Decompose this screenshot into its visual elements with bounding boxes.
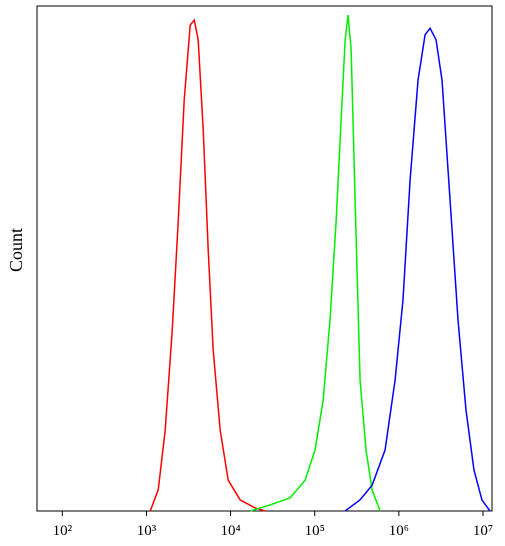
histogram-line — [249, 15, 381, 512]
x-tick-label: 10³ — [137, 523, 157, 539]
x-tick-label: 10² — [53, 523, 73, 539]
histogram-line — [149, 18, 266, 512]
histogram-line — [344, 26, 491, 512]
x-tick-label: 10⁴ — [220, 523, 240, 539]
plot-frame — [36, 5, 493, 512]
y-axis-label: Count — [6, 228, 26, 272]
x-tick-label: 10⁶ — [389, 523, 409, 539]
x-tick-label: 10⁵ — [305, 523, 325, 539]
x-tick-label: 10⁷ — [473, 523, 493, 539]
